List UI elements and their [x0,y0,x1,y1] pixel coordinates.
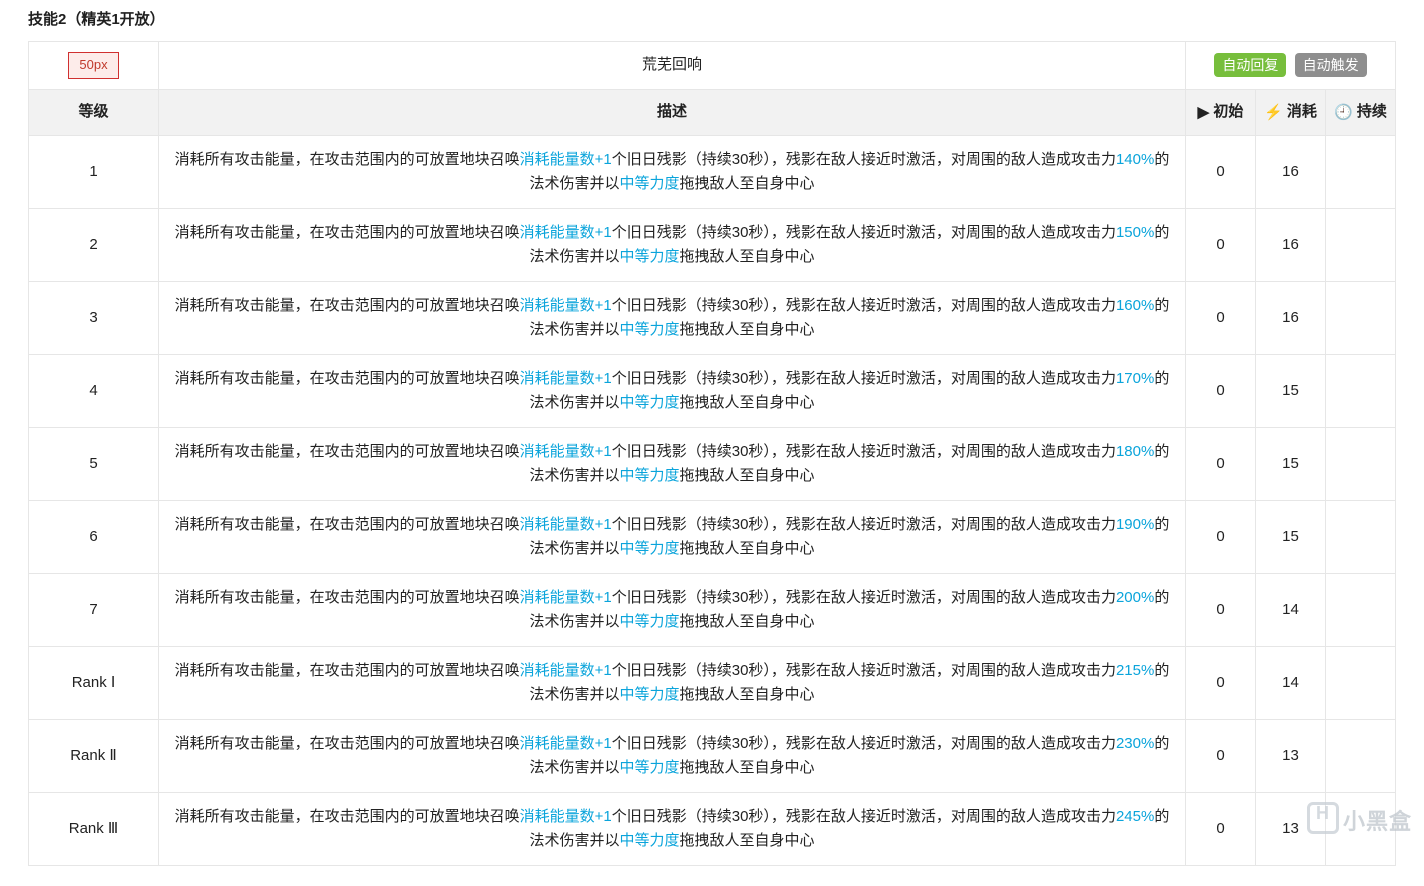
duration-cell [1325,646,1395,719]
initial-cell: 0 [1185,719,1255,792]
image-placeholder: 50px [68,52,118,79]
play-icon: ▶ [1198,101,1210,125]
cost-cell: 14 [1255,646,1325,719]
col-level: 等级 [29,89,159,135]
duration-cell [1325,354,1395,427]
duration-cell [1325,427,1395,500]
initial-cell: 0 [1185,281,1255,354]
col-initial: ▶ 初始 [1185,89,1255,135]
desc-cell: 消耗所有攻击能量，在攻击范围内的可放置地块召唤消耗能量数+1个旧日残影（持续30… [159,427,1186,500]
desc-cell: 消耗所有攻击能量，在攻击范围内的可放置地块召唤消耗能量数+1个旧日残影（持续30… [159,573,1186,646]
duration-cell [1325,719,1395,792]
level-cell: 5 [29,427,159,500]
cost-cell: 13 [1255,719,1325,792]
table-row: 5消耗所有攻击能量，在攻击范围内的可放置地块召唤消耗能量数+1个旧日残影（持续3… [29,427,1396,500]
desc-cell: 消耗所有攻击能量，在攻击范围内的可放置地块召唤消耗能量数+1个旧日残影（持续30… [159,792,1186,865]
table-row: 7消耗所有攻击能量，在攻击范围内的可放置地块召唤消耗能量数+1个旧日残影（持续3… [29,573,1396,646]
level-cell: Rank Ⅱ [29,719,159,792]
column-header-row: 等级 描述 ▶ 初始 ⚡ 消耗 🕘 持续 [29,89,1396,135]
cost-cell: 16 [1255,135,1325,208]
level-cell: 7 [29,573,159,646]
cost-cell: 14 [1255,573,1325,646]
initial-cell: 0 [1185,646,1255,719]
col-desc: 描述 [159,89,1186,135]
initial-cell: 0 [1185,427,1255,500]
duration-cell [1325,500,1395,573]
initial-cell: 0 [1185,135,1255,208]
initial-cell: 0 [1185,208,1255,281]
skill-rows: 1消耗所有攻击能量，在攻击范围内的可放置地块召唤消耗能量数+1个旧日残影（持续3… [29,135,1396,865]
level-cell: 3 [29,281,159,354]
level-cell: 2 [29,208,159,281]
table-row: 2消耗所有攻击能量，在攻击范围内的可放置地块召唤消耗能量数+1个旧日残影（持续3… [29,208,1396,281]
desc-cell: 消耗所有攻击能量，在攻击范围内的可放置地块召唤消耗能量数+1个旧日残影（持续30… [159,719,1186,792]
skill-icon-cell: 50px [29,42,159,90]
desc-cell: 消耗所有攻击能量，在攻击范围内的可放置地块召唤消耗能量数+1个旧日残影（持续30… [159,500,1186,573]
bolt-icon: ⚡ [1264,101,1283,125]
level-cell: Rank Ⅰ [29,646,159,719]
duration-cell [1325,281,1395,354]
cost-cell: 16 [1255,281,1325,354]
cost-cell: 13 [1255,792,1325,865]
initial-cell: 0 [1185,500,1255,573]
skill-name-cell: 荒芜回响 [159,42,1186,90]
badge-auto-trigger: 自动触发 [1295,53,1367,77]
skill-table: 50px 荒芜回响 自动回复 自动触发 等级 描述 ▶ 初始 ⚡ 消耗 🕘 持续 [28,41,1396,866]
badge-auto-recover: 自动回复 [1214,53,1286,77]
clock-icon: 🕘 [1334,101,1353,125]
level-cell: 1 [29,135,159,208]
level-cell: Rank Ⅲ [29,792,159,865]
duration-cell [1325,208,1395,281]
initial-cell: 0 [1185,792,1255,865]
table-row: 3消耗所有攻击能量，在攻击范围内的可放置地块召唤消耗能量数+1个旧日残影（持续3… [29,281,1396,354]
desc-cell: 消耗所有攻击能量，在攻击范围内的可放置地块召唤消耗能量数+1个旧日残影（持续30… [159,281,1186,354]
col-cost-label: 消耗 [1287,103,1317,120]
col-duration: 🕘 持续 [1325,89,1395,135]
desc-cell: 消耗所有攻击能量，在攻击范围内的可放置地块召唤消耗能量数+1个旧日残影（持续30… [159,354,1186,427]
table-row: 1消耗所有攻击能量，在攻击范围内的可放置地块召唤消耗能量数+1个旧日残影（持续3… [29,135,1396,208]
table-row: 6消耗所有攻击能量，在攻击范围内的可放置地块召唤消耗能量数+1个旧日残影（持续3… [29,500,1396,573]
col-cost: ⚡ 消耗 [1255,89,1325,135]
duration-cell [1325,573,1395,646]
level-cell: 4 [29,354,159,427]
table-row: Rank Ⅰ消耗所有攻击能量，在攻击范围内的可放置地块召唤消耗能量数+1个旧日残… [29,646,1396,719]
duration-cell [1325,792,1395,865]
table-row: Rank Ⅲ消耗所有攻击能量，在攻击范围内的可放置地块召唤消耗能量数+1个旧日残… [29,792,1396,865]
table-row: 4消耗所有攻击能量，在攻击范围内的可放置地块召唤消耗能量数+1个旧日残影（持续3… [29,354,1396,427]
section-title: 技能2（精英1开放） [28,0,1396,41]
duration-cell [1325,135,1395,208]
initial-cell: 0 [1185,573,1255,646]
col-initial-label: 初始 [1213,103,1243,120]
desc-cell: 消耗所有攻击能量，在攻击范围内的可放置地块召唤消耗能量数+1个旧日残影（持续30… [159,208,1186,281]
cost-cell: 15 [1255,354,1325,427]
col-duration-label: 持续 [1357,103,1387,120]
cost-cell: 15 [1255,427,1325,500]
level-cell: 6 [29,500,159,573]
desc-cell: 消耗所有攻击能量，在攻击范围内的可放置地块召唤消耗能量数+1个旧日残影（持续30… [159,135,1186,208]
cost-cell: 15 [1255,500,1325,573]
initial-cell: 0 [1185,354,1255,427]
desc-cell: 消耗所有攻击能量，在攻击范围内的可放置地块召唤消耗能量数+1个旧日残影（持续30… [159,646,1186,719]
table-row: Rank Ⅱ消耗所有攻击能量，在攻击范围内的可放置地块召唤消耗能量数+1个旧日残… [29,719,1396,792]
skill-header-row: 50px 荒芜回响 自动回复 自动触发 [29,42,1396,90]
cost-cell: 16 [1255,208,1325,281]
skill-badges-cell: 自动回复 自动触发 [1185,42,1395,90]
